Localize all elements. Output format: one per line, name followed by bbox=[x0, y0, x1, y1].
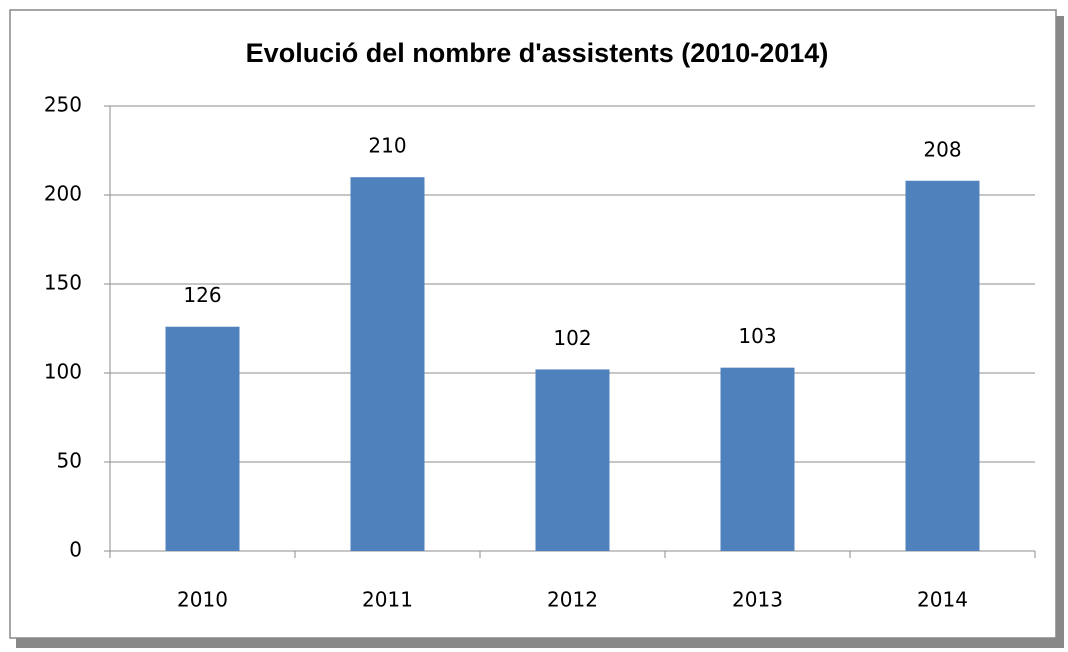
y-tick-label: 200 bbox=[44, 182, 82, 206]
data-label: 103 bbox=[738, 324, 776, 348]
y-tick-label: 150 bbox=[44, 271, 82, 295]
data-label: 126 bbox=[183, 283, 221, 307]
x-tick-label: 2013 bbox=[732, 588, 783, 612]
x-tick-label: 2010 bbox=[177, 588, 228, 612]
bar bbox=[720, 367, 795, 551]
bar bbox=[165, 326, 240, 551]
bar bbox=[350, 177, 425, 551]
data-label: 210 bbox=[368, 134, 406, 158]
data-label: 102 bbox=[553, 326, 591, 350]
x-tick-label: 2011 bbox=[362, 588, 413, 612]
chart-title: Evolució del nombre d'assistents (2010-2… bbox=[246, 38, 829, 68]
bar bbox=[905, 180, 980, 551]
y-tick-label: 100 bbox=[44, 360, 82, 384]
y-tick-label: 0 bbox=[69, 538, 82, 562]
y-tick-label: 250 bbox=[44, 93, 82, 117]
x-tick-label: 2012 bbox=[547, 588, 598, 612]
y-tick-label: 50 bbox=[57, 449, 82, 473]
x-tick-label: 2014 bbox=[917, 588, 968, 612]
data-label: 208 bbox=[923, 137, 961, 161]
bar bbox=[535, 369, 610, 551]
